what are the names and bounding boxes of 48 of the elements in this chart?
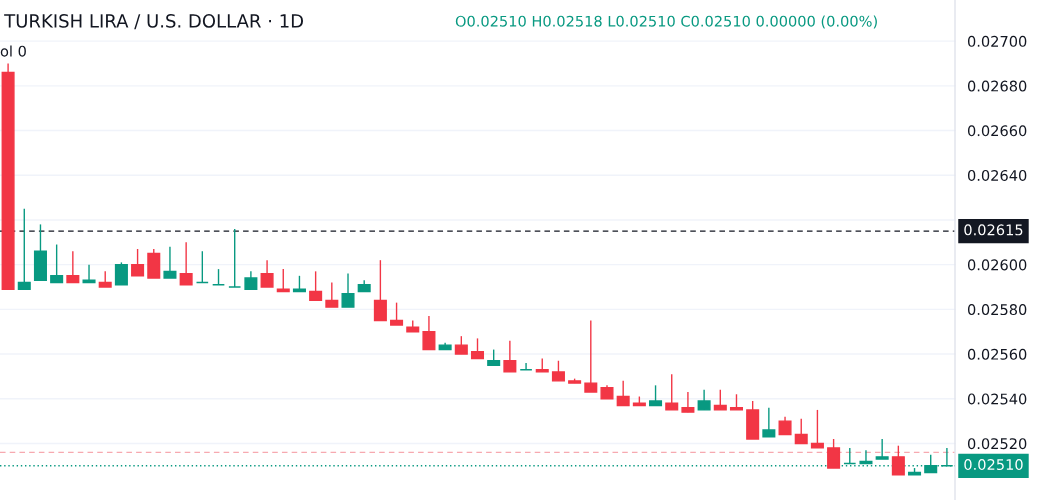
y-tick-label: 0.02700 xyxy=(967,35,1027,47)
candlestick xyxy=(665,373,679,411)
y-tick-label: 0.02640 xyxy=(967,169,1027,181)
candlestick xyxy=(697,389,711,411)
candlestick xyxy=(17,208,31,290)
candlestick xyxy=(762,406,776,438)
candlestick xyxy=(891,444,905,476)
text: TURKISH LIRA / U.S. DOLLAR · 1D xyxy=(4,14,304,30)
y-tick-label: 0.02560 xyxy=(967,348,1027,360)
y-tick-label: 0.02580 xyxy=(967,304,1027,316)
candlestick xyxy=(827,438,841,469)
y-tick-label: 0.02660 xyxy=(967,125,1027,137)
annotation: ol 0 xyxy=(0,45,26,57)
y-tick-label: 0.02540 xyxy=(967,393,1027,405)
candlestick xyxy=(390,301,404,326)
candlestick xyxy=(341,272,355,308)
candlestick xyxy=(616,380,630,407)
candlestick xyxy=(584,319,598,393)
candlestick xyxy=(713,389,727,411)
candlestick xyxy=(373,259,387,322)
candlestick xyxy=(875,438,889,460)
candlestick xyxy=(228,228,242,288)
ref-line-label: 0.02510 xyxy=(964,459,1023,471)
candlestick xyxy=(551,360,565,382)
candlestick xyxy=(195,250,209,284)
candlestick xyxy=(503,339,517,373)
y-tick-label: 0.02520 xyxy=(967,438,1027,450)
candlestick xyxy=(422,315,436,351)
candlestick xyxy=(681,391,695,413)
candlestick xyxy=(794,418,808,445)
candlestick xyxy=(163,246,177,279)
candlestick xyxy=(649,384,663,407)
ref-line-label: 0.02615 xyxy=(964,224,1023,236)
y-tick-label: 0.02680 xyxy=(967,80,1027,92)
candlestick xyxy=(179,241,193,286)
candlestick xyxy=(114,261,128,286)
candlestick xyxy=(309,270,323,302)
candlestick xyxy=(131,248,145,277)
candlestick xyxy=(66,250,80,284)
candlestick xyxy=(260,259,274,288)
candlestick xyxy=(325,281,339,308)
candlestick xyxy=(470,337,485,360)
annotation: O0.02510 H0.02518 L0.02510 C0.02510 0.00000 (0.00%) xyxy=(455,15,877,29)
candlestick xyxy=(810,409,824,449)
candlestick xyxy=(519,362,533,371)
candlestick xyxy=(50,243,64,284)
candlestick xyxy=(940,447,954,467)
y-tick-label: 0.02600 xyxy=(967,259,1027,271)
